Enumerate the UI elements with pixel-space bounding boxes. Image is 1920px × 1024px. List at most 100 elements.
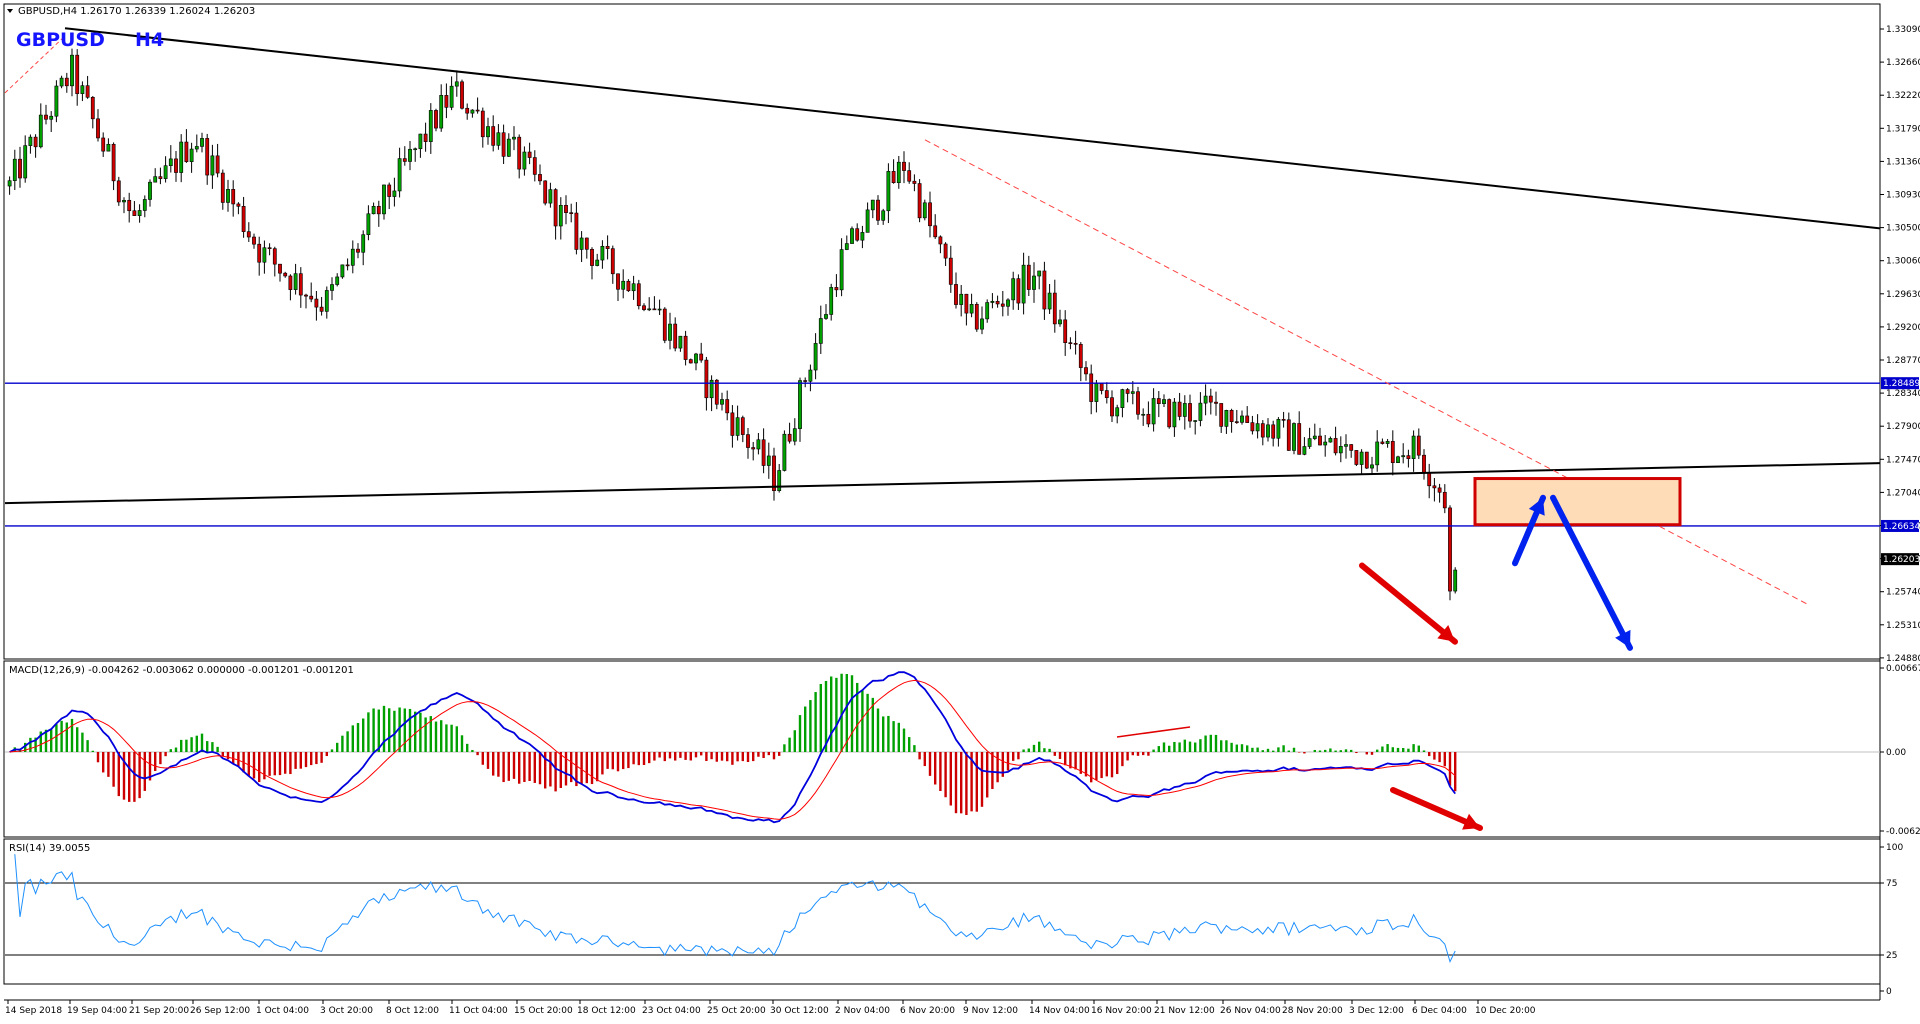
macd-histogram-bar bbox=[378, 710, 380, 752]
macd-histogram-bar bbox=[445, 724, 447, 752]
candle-body bbox=[1121, 390, 1124, 408]
candle-body bbox=[570, 213, 573, 214]
macd-histogram-bar bbox=[144, 752, 146, 791]
candle-body bbox=[1038, 271, 1041, 276]
candle-body bbox=[1194, 421, 1197, 422]
candle-body bbox=[746, 435, 749, 448]
candle-body bbox=[1412, 436, 1415, 459]
candle-body bbox=[315, 299, 318, 307]
candle-body bbox=[138, 210, 141, 215]
macd-histogram-bar bbox=[1064, 752, 1066, 765]
candle-body bbox=[622, 281, 625, 289]
macd-histogram-bar bbox=[164, 752, 166, 756]
macd-histogram-bar bbox=[1028, 749, 1030, 752]
macd-histogram-bar bbox=[939, 752, 941, 791]
macd-histogram-bar bbox=[934, 752, 936, 784]
macd-histogram-bar bbox=[201, 734, 203, 752]
candle-body bbox=[793, 429, 796, 442]
candle-body bbox=[944, 244, 947, 258]
candle-body bbox=[117, 181, 120, 202]
candle-body bbox=[299, 274, 302, 295]
macd-histogram-bar bbox=[404, 708, 406, 752]
candle-body bbox=[705, 360, 708, 398]
candle-body bbox=[996, 301, 999, 304]
macd-histogram-bar bbox=[1444, 752, 1446, 766]
candle-body bbox=[518, 137, 521, 169]
candle-body bbox=[533, 158, 536, 175]
macd-histogram-bar bbox=[138, 752, 140, 798]
candle-body bbox=[403, 159, 406, 162]
macd-histogram-bar bbox=[1392, 747, 1394, 752]
macd-histogram-bar bbox=[1402, 748, 1404, 752]
candle-body bbox=[554, 190, 557, 226]
candle-body bbox=[1152, 398, 1155, 423]
macd-histogram-bar bbox=[898, 723, 900, 752]
candle-body bbox=[1022, 265, 1025, 303]
candle-body bbox=[616, 274, 619, 289]
candle-body bbox=[273, 249, 276, 265]
macd-histogram-bar bbox=[924, 752, 926, 766]
macd-histogram-bar bbox=[1454, 752, 1456, 791]
macd-histogram-bar bbox=[440, 720, 442, 752]
candle-body bbox=[934, 226, 937, 237]
candle-body bbox=[65, 78, 68, 86]
candle-body bbox=[1240, 416, 1243, 422]
candle-body bbox=[424, 134, 427, 142]
price-tick-label: 1.27040 bbox=[1886, 488, 1920, 498]
candle-body bbox=[237, 204, 240, 206]
candle-body bbox=[928, 203, 931, 226]
macd-histogram-bar bbox=[1418, 746, 1420, 752]
candle-body bbox=[1246, 416, 1249, 423]
candle-body bbox=[1261, 424, 1264, 438]
candle-body bbox=[1116, 408, 1119, 416]
candle-body bbox=[549, 190, 552, 204]
macd-histogram-bar bbox=[736, 752, 738, 761]
candle-body bbox=[128, 200, 131, 210]
candle-body bbox=[1344, 445, 1347, 447]
macd-histogram-bar bbox=[783, 744, 785, 752]
dropdown-arrow-icon[interactable] bbox=[7, 9, 13, 13]
price-tick-label: 1.30930 bbox=[1886, 191, 1920, 201]
candlestick-series bbox=[8, 49, 1457, 601]
macd-histogram-bar bbox=[248, 752, 250, 776]
candle-body bbox=[897, 162, 900, 183]
candle-body bbox=[1292, 423, 1295, 450]
candle-body bbox=[221, 173, 224, 202]
candle-body bbox=[91, 97, 94, 119]
macd-histogram-bar bbox=[492, 752, 494, 776]
macd-histogram-bar bbox=[726, 752, 728, 761]
candle-body bbox=[1074, 343, 1077, 344]
time-tick-label: 19 Sep 04:00 bbox=[67, 1006, 127, 1016]
macd-histogram-bar bbox=[1189, 742, 1191, 752]
chart-overlays bbox=[5, 28, 1880, 829]
candle-body bbox=[1422, 455, 1425, 473]
candle-body bbox=[1001, 304, 1004, 306]
candle-body bbox=[1381, 442, 1384, 444]
macd-histogram-bar bbox=[549, 752, 551, 786]
resistance-zone bbox=[1475, 479, 1680, 525]
macd-histogram-bar bbox=[216, 747, 218, 752]
time-tick-label: 15 Oct 20:00 bbox=[514, 1006, 573, 1016]
candle-body bbox=[1173, 402, 1176, 427]
candle-body bbox=[835, 287, 838, 289]
candle-body bbox=[263, 248, 266, 263]
candle-body bbox=[164, 166, 167, 179]
macd-histogram-bar bbox=[393, 711, 395, 752]
macd-label: MACD(12,26,9) -0.004262 -0.003062 0.0000… bbox=[9, 665, 354, 676]
candle-body bbox=[1402, 456, 1405, 457]
candle-body bbox=[850, 229, 853, 244]
candle-body bbox=[1272, 425, 1275, 438]
macd-histogram-bar bbox=[643, 752, 645, 765]
candle-body bbox=[310, 296, 313, 299]
candle-body bbox=[1454, 570, 1457, 591]
candle-body bbox=[871, 200, 874, 210]
macd-histogram-bar bbox=[211, 742, 213, 752]
macd-histogram-bar bbox=[742, 752, 744, 761]
candle-body bbox=[642, 306, 645, 310]
candle-body bbox=[902, 162, 905, 170]
macd-histogram-bar bbox=[1095, 752, 1097, 780]
macd-histogram-bar bbox=[944, 752, 946, 797]
candle-body bbox=[450, 86, 453, 107]
